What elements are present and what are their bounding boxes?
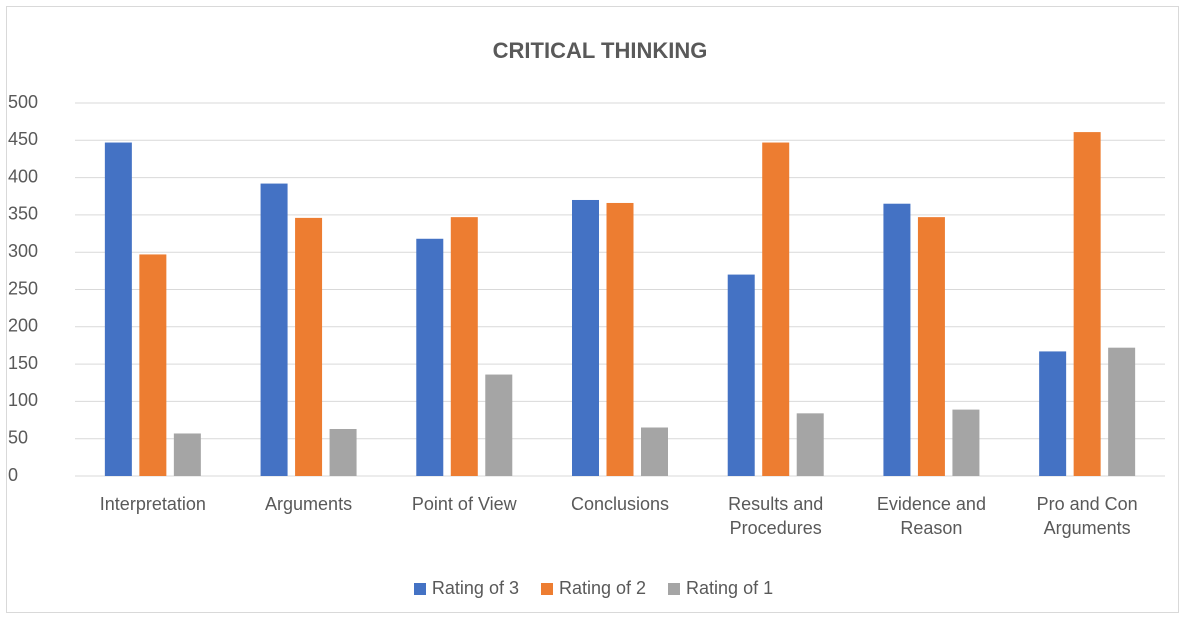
- y-tick-label: 500: [8, 92, 38, 112]
- bar: [104, 142, 132, 476]
- legend-swatch: [540, 582, 553, 595]
- x-tick-label: Arguments: [265, 494, 353, 514]
- bar: [416, 238, 444, 476]
- y-tick-label: 450: [8, 129, 38, 149]
- bar: [450, 217, 478, 476]
- y-tick-label: 250: [8, 278, 38, 298]
- bar: [1039, 351, 1067, 476]
- x-tick-label: Evidence and Reason: [876, 494, 986, 538]
- chart-title: CRITICAL THINKING: [493, 38, 708, 63]
- y-tick-label: 200: [8, 316, 38, 336]
- bar: [796, 413, 824, 476]
- x-tick-label: Results and Procedures: [728, 494, 824, 538]
- bar: [727, 274, 755, 476]
- x-tick-label: Point of View: [411, 494, 517, 514]
- bar: [952, 409, 980, 476]
- legend-label: Rating of 1: [686, 578, 774, 598]
- bar: [485, 374, 513, 476]
- bar: [139, 254, 167, 476]
- legend-item: Rating of 1: [668, 578, 773, 599]
- y-tick-label: 350: [8, 204, 38, 224]
- legend-item: Rating of 2: [540, 578, 647, 599]
- legend-label: Rating of 3: [431, 578, 519, 598]
- legend-item: Rating of 3: [413, 578, 519, 599]
- bar: [572, 199, 599, 477]
- bar: [260, 183, 288, 476]
- x-tick-label: Conclusions: [570, 494, 670, 514]
- x-tick-label: Interpretation: [99, 494, 206, 514]
- y-tick-label: 100: [8, 390, 38, 410]
- legend-swatch: [668, 582, 681, 595]
- bar: [295, 217, 323, 476]
- legend-label: Rating of 2: [558, 578, 647, 598]
- bar: [762, 142, 790, 476]
- y-tick-label: 300: [8, 241, 38, 261]
- bar: [606, 202, 634, 477]
- bar: [883, 203, 911, 476]
- x-tick-label: Pro and Con Arguments: [1036, 494, 1138, 538]
- bar: [917, 217, 945, 476]
- legend-swatch: [413, 582, 426, 595]
- bar: [1073, 132, 1101, 476]
- y-tick-label: 150: [8, 353, 38, 373]
- bar: [329, 429, 357, 476]
- bar: [1108, 347, 1136, 476]
- y-tick-label: 400: [8, 166, 38, 186]
- bar: [641, 427, 668, 476]
- y-tick-label: 50: [8, 427, 28, 447]
- legend: Rating of 3 Rating of 2 Rating of 1: [0, 578, 1187, 599]
- bar: [173, 433, 201, 476]
- y-tick-label: 0: [8, 465, 18, 485]
